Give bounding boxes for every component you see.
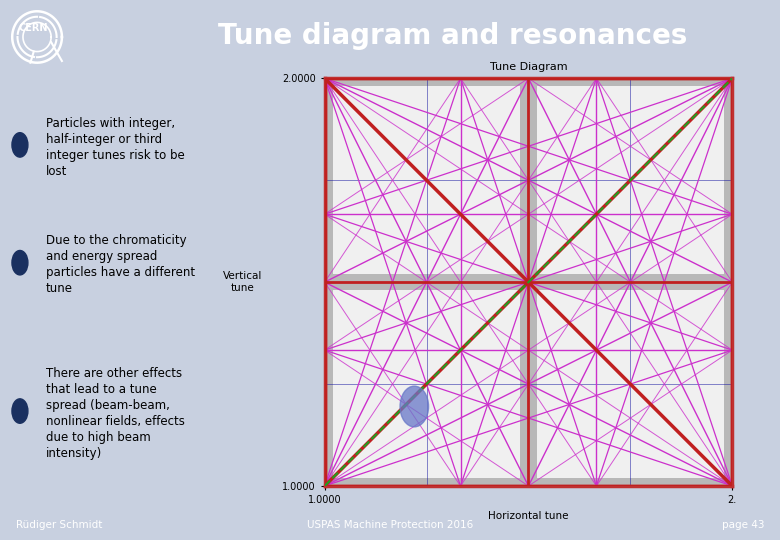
Circle shape bbox=[12, 251, 28, 275]
Bar bbox=[520, 78, 537, 486]
Y-axis label: Vertical
tune: Vertical tune bbox=[223, 271, 263, 293]
Text: Due to the chromaticity
and energy spread
particles have a different
tune: Due to the chromaticity and energy sprea… bbox=[45, 234, 195, 295]
Bar bbox=[324, 70, 732, 86]
Text: Particles with integer,
half-integer or third
integer tunes risk to be
lost: Particles with integer, half-integer or … bbox=[45, 117, 184, 178]
Text: Tune diagram and resonances: Tune diagram and resonances bbox=[218, 23, 687, 50]
X-axis label: Horizontal tune: Horizontal tune bbox=[488, 511, 569, 521]
Bar bbox=[317, 78, 333, 486]
Circle shape bbox=[12, 399, 28, 423]
Title: Tune Diagram: Tune Diagram bbox=[490, 62, 567, 72]
Text: Rüdiger Schmidt: Rüdiger Schmidt bbox=[16, 519, 102, 530]
Text: page 43: page 43 bbox=[722, 519, 764, 530]
Text: CERN: CERN bbox=[19, 23, 48, 32]
Bar bbox=[324, 274, 732, 291]
Ellipse shape bbox=[400, 386, 428, 427]
Bar bbox=[724, 78, 740, 486]
Text: There are other effects
that lead to a tune
spread (beam-beam,
nonlinear fields,: There are other effects that lead to a t… bbox=[45, 367, 184, 460]
Bar bbox=[324, 478, 732, 494]
Circle shape bbox=[12, 133, 28, 157]
Text: USPAS Machine Protection 2016: USPAS Machine Protection 2016 bbox=[307, 519, 473, 530]
